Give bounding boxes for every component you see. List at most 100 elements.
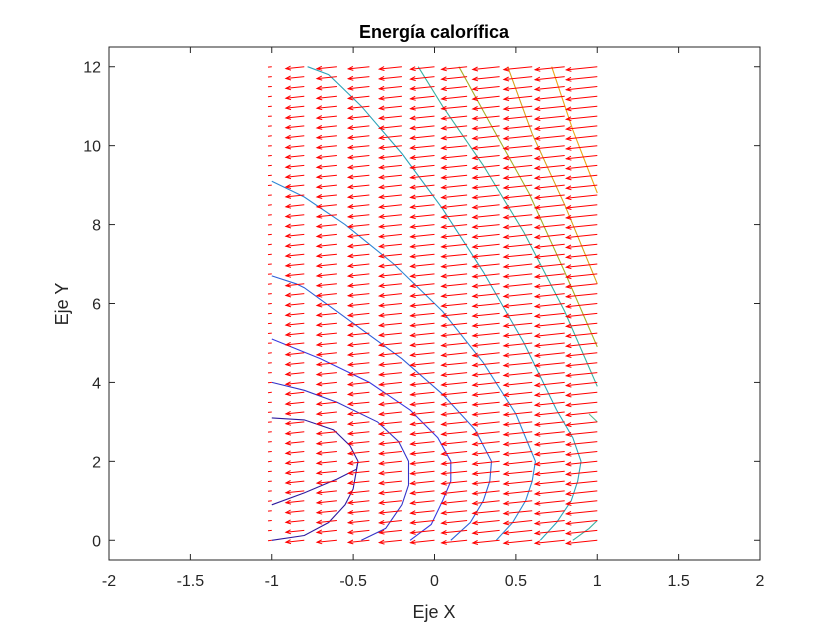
quiver-head xyxy=(502,96,510,102)
quiver-head xyxy=(502,382,510,388)
quiver-arrow xyxy=(377,154,402,160)
x-tick-label: 1.5 xyxy=(668,573,690,590)
quiver-shaft xyxy=(379,135,402,139)
quiver-arrow xyxy=(409,520,435,525)
quiver-arrow xyxy=(315,440,337,446)
quiver-head xyxy=(471,283,479,289)
quiver-head xyxy=(564,96,572,102)
quiver-arrow xyxy=(409,273,435,279)
quiver-shaft xyxy=(285,125,305,129)
quiver-head xyxy=(471,293,479,299)
quiver-head xyxy=(284,499,292,505)
quiver-arrow xyxy=(471,243,500,250)
quiver-shaft xyxy=(410,164,435,169)
quiver-head xyxy=(564,362,572,368)
quiver-arrow xyxy=(564,510,598,516)
quiver-arrow xyxy=(440,362,468,368)
quiver-arrow xyxy=(284,539,305,545)
quiver-shaft xyxy=(379,125,402,129)
y-tick-label: 4 xyxy=(92,375,101,392)
quiver-arrow xyxy=(284,95,305,101)
quiver-shaft xyxy=(348,312,370,317)
quiver-shaft xyxy=(566,332,598,337)
quiver-arrow xyxy=(471,214,500,220)
quiver-head xyxy=(440,76,447,82)
quiver-arrow xyxy=(377,391,402,397)
quiver-arrow xyxy=(533,135,565,141)
quiver-head xyxy=(409,263,416,269)
quiver-head xyxy=(564,392,572,398)
quiver-head xyxy=(315,115,323,121)
quiver-arrow xyxy=(533,194,565,200)
quiver-arrow xyxy=(440,303,468,309)
quiver-arrow xyxy=(409,184,435,190)
quiver-head xyxy=(284,292,292,298)
quiver-shaft xyxy=(566,263,598,268)
quiver-arrow xyxy=(502,401,533,407)
quiver-head xyxy=(533,510,541,516)
quiver-head xyxy=(471,352,479,358)
quiver-arrow xyxy=(409,539,435,545)
quiver-arrow xyxy=(315,519,337,525)
quiver-shaft xyxy=(379,529,402,534)
quiver-head xyxy=(564,185,572,191)
quiver-shaft xyxy=(535,312,565,317)
quiver-arrow xyxy=(346,490,370,496)
quiver-head xyxy=(440,500,447,506)
quiver-arrow xyxy=(284,174,305,180)
quiver-shaft xyxy=(348,460,370,464)
quiver-arrow xyxy=(440,421,468,427)
quiver-head xyxy=(440,224,447,230)
quiver-head xyxy=(440,421,447,427)
quiver-arrow xyxy=(315,391,337,397)
quiver-head xyxy=(564,106,572,112)
quiver-shaft xyxy=(472,66,500,70)
quiver-arrow xyxy=(440,529,468,535)
quiver-head xyxy=(533,165,541,171)
quiver-head xyxy=(471,155,479,161)
quiver-shaft xyxy=(566,76,598,81)
y-tick-label: 8 xyxy=(92,218,101,235)
quiver-shaft xyxy=(379,86,402,90)
quiver-arrow xyxy=(346,75,370,81)
quiver-shaft xyxy=(535,470,565,475)
quiver-head xyxy=(284,480,292,485)
quiver-shaft xyxy=(316,174,337,178)
quiver-arrow xyxy=(533,421,565,427)
quiver-head xyxy=(409,431,416,437)
contour-line xyxy=(307,66,558,411)
quiver-head xyxy=(471,303,479,309)
quiver-head xyxy=(315,480,323,486)
quiver-arrow xyxy=(346,342,370,348)
quiver-shaft xyxy=(348,500,370,504)
quiver-arrow xyxy=(471,529,500,536)
quiver-head xyxy=(502,273,510,279)
quiver-shaft xyxy=(285,322,305,326)
quiver-arrow xyxy=(471,233,500,240)
quiver-head xyxy=(564,431,572,437)
quiver-head xyxy=(533,372,541,378)
quiver-shaft xyxy=(379,263,402,267)
quiver-arrow xyxy=(346,371,370,377)
quiver-head xyxy=(440,234,447,239)
quiver-head xyxy=(564,234,572,240)
quiver-head xyxy=(409,224,416,229)
quiver-head xyxy=(533,402,541,408)
quiver-shaft xyxy=(441,480,468,485)
quiver-head xyxy=(346,65,354,71)
quiver-shaft xyxy=(410,342,435,346)
quiver-arrow xyxy=(409,510,435,516)
quiver-arrow xyxy=(502,224,533,230)
quiver-head xyxy=(346,430,354,436)
quiver-shaft xyxy=(535,164,565,169)
quiver-shaft xyxy=(410,352,435,356)
quiver-shaft xyxy=(379,312,402,317)
quiver-shaft xyxy=(535,86,565,90)
quiver-arrow xyxy=(284,401,305,406)
quiver-arrow xyxy=(315,164,337,170)
quiver-arrow xyxy=(315,85,337,91)
quiver-head xyxy=(533,86,541,92)
quiver-head xyxy=(409,539,416,545)
quiver-arrow xyxy=(315,430,337,436)
quiver-arrow xyxy=(346,361,370,367)
